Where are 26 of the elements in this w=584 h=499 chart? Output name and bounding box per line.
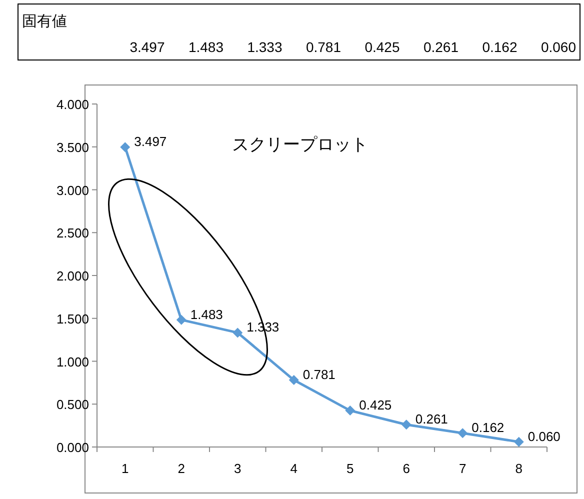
data-label: 3.497 [134, 134, 167, 150]
x-tick-label: 4 [290, 461, 298, 476]
y-tick-label: 4.000 [56, 97, 89, 112]
text: スクリープロット [232, 135, 368, 154]
x-tick-label: 3 [234, 461, 242, 476]
data-label: 0.060 [528, 428, 560, 444]
y-tick-label: 1.000 [56, 354, 89, 370]
data-label: 0.162 [472, 420, 504, 436]
value-table: 固有値 3.497 1.483 1.333 0.781 0.425 0.261 0.162 0.060 [18, 4, 580, 60]
x-tick-label: 6 [402, 461, 410, 476]
y-tick-label: 0.500 [56, 397, 89, 412]
x-tick-label: 7 [459, 461, 466, 476]
y-tick-label: 2.500 [56, 226, 89, 241]
data-label: 0.261 [415, 412, 448, 427]
y-tick-label: 1.500 [56, 311, 89, 326]
x-tick-label: 2 [178, 461, 185, 476]
y-tick-label: 3.000 [56, 182, 89, 198]
x-tick-label: 1 [122, 461, 129, 476]
x-tick-label: 8 [515, 461, 522, 476]
data-label: 0.781 [302, 367, 336, 382]
y-tick-label: 3.500 [56, 140, 89, 155]
x-tick-label: 5 [346, 461, 354, 476]
data-label: 1.483 [190, 306, 223, 322]
y-tick-label: 2.000 [56, 268, 89, 284]
data-label: 0.425 [359, 398, 392, 413]
y-tick-label: 0.000 [56, 440, 89, 455]
